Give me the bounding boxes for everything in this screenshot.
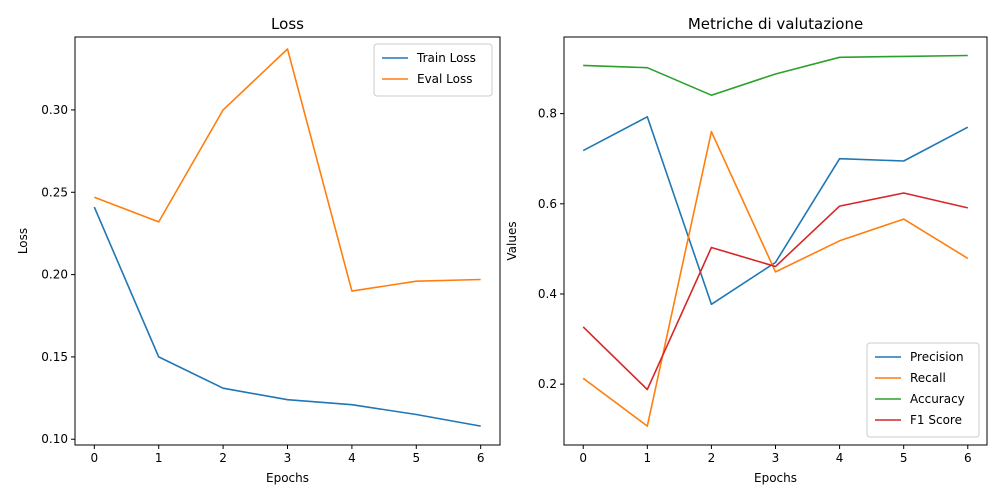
legend-label: F1 Score [910, 413, 962, 427]
y-tick-label: 0.8 [538, 107, 557, 121]
x-tick-label: 1 [643, 451, 651, 465]
x-tick-label: 5 [900, 451, 908, 465]
x-tick-label: 3 [772, 451, 780, 465]
legend-frame [373, 43, 493, 97]
y-axis-label: Loss [16, 228, 30, 254]
y-tick-label: 0.30 [41, 103, 68, 117]
legend: Train Loss Eval Loss [373, 43, 493, 97]
y-tick-label: 0.6 [538, 197, 557, 211]
plot-frame [74, 36, 501, 446]
x-tick-label: 1 [155, 451, 163, 465]
legend: Precision Recall Accuracy F1 Score [866, 342, 980, 438]
x-tick-label: 4 [348, 451, 356, 465]
y-tick-label: 0.25 [41, 185, 68, 199]
y-tick-label: 0.2 [538, 377, 557, 391]
legend-label: Train Loss [416, 51, 476, 65]
x-tick-label: 5 [412, 451, 420, 465]
legend-label: Recall [910, 371, 946, 385]
y-axis-label: Values [505, 221, 519, 260]
y-tick-label: 0.15 [41, 350, 68, 364]
series-line-eval-loss [94, 48, 481, 292]
x-tick-label: 4 [836, 451, 844, 465]
legend-label: Eval Loss [417, 72, 473, 86]
series-line-accuracy [583, 54, 968, 96]
x-tick-label: 0 [579, 451, 587, 465]
chart-panel-1: Metriche di valutazione 0 1 2 3 4 5 6 0.2 0.4 0.6 0… [505, 15, 988, 485]
legend-frame [866, 342, 980, 438]
series-line-precision [582, 116, 969, 306]
y-tick-label: 0.4 [538, 287, 557, 301]
x-tick-label: 6 [964, 451, 972, 465]
x-tick-label: 6 [477, 451, 485, 465]
x-tick-label: 0 [90, 451, 98, 465]
x-tick-label: 2 [708, 451, 716, 465]
x-tick-label: 3 [284, 451, 292, 465]
x-axis-label: Epochs [266, 471, 309, 485]
series-line-recall [582, 130, 969, 427]
chart-title: Loss [271, 15, 304, 33]
chart-panel-0: Loss 0 1 2 3 4 5 6 0.10 0.15 0.20 0.25 0.30 Epochs Los… [16, 15, 501, 485]
series-line-f1-score [582, 192, 968, 391]
series-line-train-loss [93, 206, 481, 427]
legend-label: Precision [910, 350, 964, 364]
x-tick-label: 2 [219, 451, 227, 465]
chart-title: Metriche di valutazione [688, 15, 863, 33]
x-axis-label: Epochs [754, 471, 797, 485]
y-tick-label: 0.20 [41, 268, 68, 282]
y-tick-label: 0.10 [41, 432, 68, 446]
legend-label: Accuracy [910, 392, 965, 406]
